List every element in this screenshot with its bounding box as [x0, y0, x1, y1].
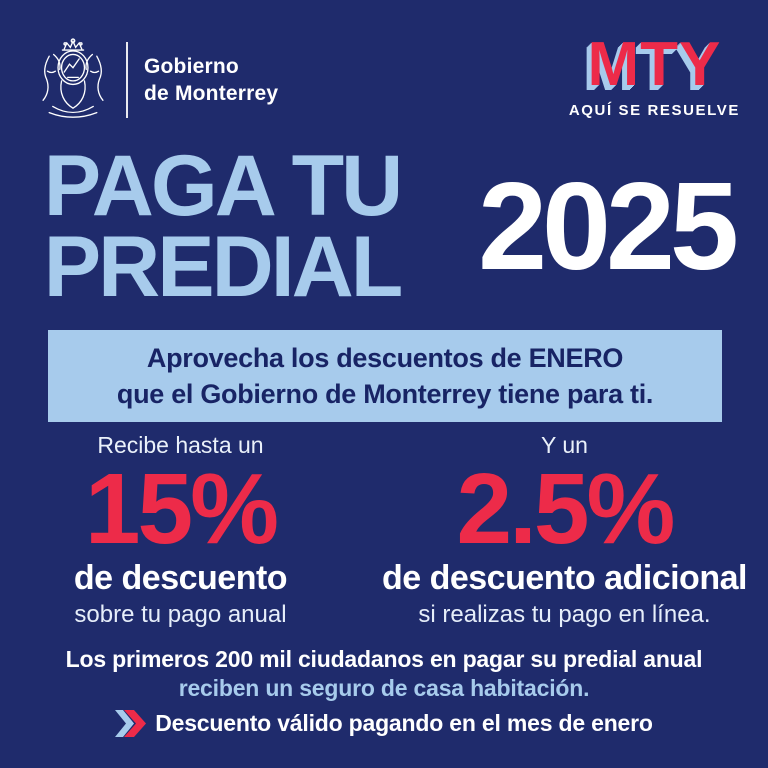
double-chevron-right-icon	[115, 710, 147, 737]
government-name-line1: Gobierno	[144, 54, 239, 78]
discount-condition: si realizas tu pago en línea.	[418, 601, 711, 628]
mty-wordmark: MTY	[587, 30, 722, 99]
government-logo: Gobierno de Monterrey	[36, 34, 278, 126]
mty-tagline: AQUÍ SE RESUELVE	[568, 101, 740, 119]
page-title-line2: PREDIAL	[43, 218, 403, 315]
insurance-note-line2: reciben un seguro de casa habitación.	[178, 675, 590, 702]
discount-label: de descuento adicional	[381, 559, 747, 597]
discounts-row: Recibe hasta un 15% de descuento sobre t…	[0, 432, 768, 629]
discount-condition: sobre tu pago anual	[74, 601, 287, 628]
promo-banner: Aprovecha los descuentos de ENERO que el…	[48, 330, 722, 422]
government-name: Gobierno de Monterrey	[144, 53, 278, 108]
monterrey-coat-of-arms-icon	[42, 38, 104, 118]
promo-banner-line1: Aprovecha los descuentos de ENERO	[146, 342, 624, 373]
insurance-note-line1: Los primeros 200 mil ciudadanos en pagar…	[65, 646, 703, 672]
discount-annual: Recibe hasta un 15% de descuento sobre t…	[0, 432, 361, 629]
validity-note: Descuento válido pagando en el mes de en…	[0, 710, 768, 737]
discount-value: 15%	[84, 453, 279, 565]
promo-banner-line2: que el Gobierno de Monterrey tiene para …	[116, 379, 654, 409]
insurance-note: Los primeros 200 mil ciudadanos en pagar…	[0, 645, 768, 704]
government-name-line2: de Monterrey	[144, 82, 279, 105]
title-row: PAGA TU PREDIAL 2025	[0, 138, 768, 315]
title-year: 2025	[478, 157, 739, 296]
discount-intro: Recibe hasta un	[97, 432, 264, 458]
discount-intro: Y un	[541, 432, 588, 458]
page-title-line1: PAGA TU	[43, 138, 403, 234]
mty-logo: MTY AQUÍ SE RESUELVE	[568, 30, 740, 119]
discount-label: de descuento	[73, 559, 288, 597]
page-title: PAGA TU PREDIAL	[0, 138, 444, 315]
discount-online: Y un 2.5% de descuento adicional si real…	[361, 432, 768, 629]
discount-value: 2.5%	[456, 453, 676, 565]
validity-text: Descuento válido pagando en el mes de en…	[155, 710, 653, 736]
header-divider	[126, 42, 128, 118]
